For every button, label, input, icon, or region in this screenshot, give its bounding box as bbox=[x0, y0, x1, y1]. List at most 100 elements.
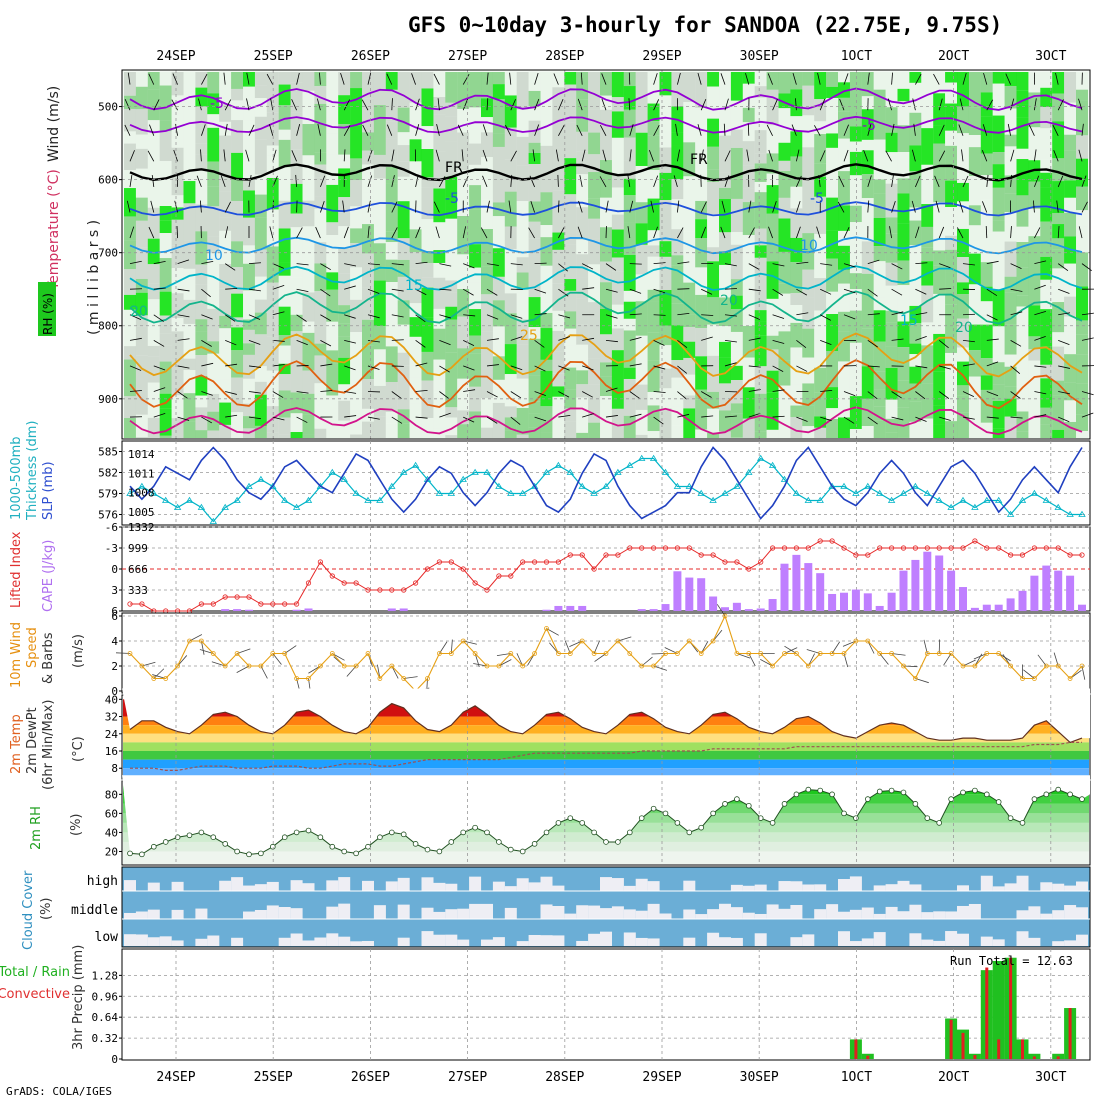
rh-point bbox=[912, 801, 919, 807]
wind-barb bbox=[1010, 391, 1021, 399]
wind-barb bbox=[915, 262, 928, 265]
rh-cell bbox=[290, 413, 303, 433]
rh-cell bbox=[730, 295, 743, 310]
rh-cell bbox=[290, 360, 303, 393]
rh-cell bbox=[683, 341, 696, 358]
rh-cell bbox=[814, 99, 827, 122]
rh-cell bbox=[671, 199, 684, 230]
rh-cell bbox=[897, 223, 910, 261]
wind-barb bbox=[129, 314, 142, 321]
rh-point bbox=[567, 815, 574, 821]
wind-barb bbox=[344, 339, 356, 344]
rh-cell bbox=[504, 313, 517, 345]
wind-barb bbox=[344, 285, 356, 290]
rh-cell bbox=[338, 248, 351, 274]
rh-point bbox=[377, 834, 383, 840]
rh-cell bbox=[385, 411, 398, 424]
li-point bbox=[924, 545, 930, 551]
wind-barb bbox=[653, 288, 666, 294]
wind-barb bbox=[605, 263, 617, 271]
wind-barb bbox=[843, 124, 849, 136]
rh-cell bbox=[135, 180, 148, 198]
thickness-point bbox=[828, 482, 836, 489]
wind-barb bbox=[225, 363, 238, 367]
rh-cell bbox=[790, 186, 803, 209]
rh-cell bbox=[290, 183, 303, 214]
rh-cell bbox=[409, 252, 422, 269]
rh-cell bbox=[897, 437, 910, 438]
rh-cell bbox=[802, 72, 815, 86]
rh-cell bbox=[457, 169, 470, 181]
cloud-bar bbox=[516, 878, 529, 891]
rh-point bbox=[293, 829, 300, 836]
rh-cell bbox=[445, 306, 458, 320]
rh-cell bbox=[992, 269, 1005, 290]
rh-cell bbox=[207, 430, 220, 438]
wind-barb bbox=[386, 124, 393, 136]
rh-cell bbox=[195, 430, 208, 438]
rh-cell bbox=[611, 137, 624, 163]
rh-cell bbox=[980, 375, 993, 390]
rh-cell bbox=[135, 355, 148, 393]
rh-cell bbox=[921, 72, 934, 107]
rh-cell bbox=[171, 268, 184, 294]
rh-cell bbox=[421, 149, 434, 178]
cape-bars bbox=[127, 538, 1086, 614]
rh-cell bbox=[730, 365, 743, 381]
thickness-point bbox=[935, 496, 943, 503]
cloud-bar bbox=[421, 931, 434, 946]
cloud-bar bbox=[933, 940, 946, 946]
cloud-bar bbox=[1064, 940, 1077, 946]
wind-barb bbox=[174, 200, 178, 213]
cape-bar bbox=[792, 554, 801, 611]
wind-barb bbox=[177, 365, 190, 369]
li-point bbox=[412, 580, 419, 586]
rh-cell bbox=[254, 366, 267, 382]
wind-point bbox=[651, 663, 656, 669]
rh-cell bbox=[492, 276, 505, 301]
rh-cell bbox=[147, 137, 160, 172]
rh-point bbox=[365, 843, 371, 850]
rh-cell bbox=[766, 89, 779, 100]
rh-cell bbox=[647, 72, 660, 104]
wind-barb bbox=[677, 227, 684, 239]
date-label-top: 2OCT bbox=[938, 49, 969, 64]
rh-cell bbox=[219, 328, 232, 349]
date-label-top: 30SEP bbox=[740, 49, 779, 64]
cloud-bar bbox=[623, 909, 636, 919]
rh-cell bbox=[1028, 127, 1041, 161]
wind-barb bbox=[150, 200, 155, 213]
rh-cell bbox=[338, 197, 351, 213]
li-point bbox=[984, 545, 990, 551]
rh-cell bbox=[588, 218, 601, 239]
cape-bar bbox=[221, 609, 230, 611]
li-point bbox=[781, 545, 788, 551]
rh-cell bbox=[290, 72, 303, 83]
rh-cell bbox=[147, 283, 160, 300]
wind-label-3: & Barbs bbox=[41, 632, 56, 684]
thickness-point bbox=[1006, 510, 1015, 517]
rh-cell bbox=[849, 126, 862, 142]
rh-cell bbox=[754, 393, 767, 432]
rh-cell bbox=[1016, 226, 1029, 243]
temp-band bbox=[123, 768, 1089, 779]
wind-barb bbox=[701, 391, 712, 398]
wind-barb bbox=[344, 391, 357, 394]
rh-cell bbox=[147, 238, 160, 265]
wind-barb bbox=[344, 314, 356, 319]
rh-cell bbox=[445, 141, 458, 177]
rh-cell bbox=[921, 178, 934, 205]
date-label-bottom: 2OCT bbox=[938, 1070, 969, 1085]
rh-cell bbox=[719, 72, 731, 109]
rh-cell bbox=[219, 230, 232, 265]
rh-cell bbox=[945, 352, 958, 390]
rh-cell bbox=[1040, 72, 1053, 88]
rh-cell bbox=[766, 392, 779, 430]
rh-cell bbox=[159, 85, 172, 121]
cloud-bar bbox=[278, 937, 291, 946]
wind-barb bbox=[367, 365, 380, 370]
wind-point bbox=[627, 651, 633, 656]
tick-label: 600 bbox=[98, 174, 118, 187]
rh-cell bbox=[623, 415, 636, 438]
